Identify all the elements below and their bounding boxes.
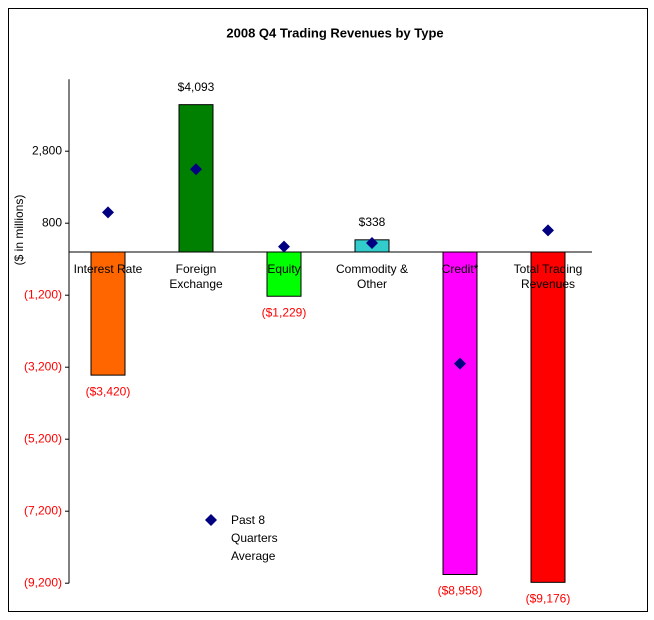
legend-marker (205, 514, 217, 526)
legend-label: Past 8 Quarters Average (231, 513, 278, 563)
y-tick-label: (7,200) (24, 503, 62, 517)
y-tick-label: 2,800 (32, 143, 62, 157)
average-marker (366, 237, 378, 249)
chart-title: 2008 Q4 Trading Revenues by Type (226, 25, 443, 40)
x-tick-label: Total Trading Revenues (513, 262, 583, 291)
y-tick-label: 800 (42, 215, 62, 229)
y-axis-title: ($ in millions) (12, 195, 26, 266)
average-marker (278, 240, 290, 253)
bar (442, 251, 478, 575)
bar (266, 251, 302, 297)
y-tick-label: (3,200) (24, 359, 62, 373)
bar (178, 104, 214, 253)
average-marker (454, 357, 466, 370)
average-marker (190, 163, 202, 176)
average-marker (542, 224, 554, 237)
x-tick-label: Equity (267, 262, 301, 276)
value-label: $4,093 (178, 80, 215, 94)
value-label: ($1,229) (262, 305, 307, 319)
value-label: ($3,420) (86, 384, 131, 398)
average-marker (102, 206, 114, 219)
value-label: ($9,176) (526, 592, 571, 606)
x-tick-label: Foreign Exchange (169, 262, 223, 291)
value-label: $338 (359, 215, 386, 229)
value-label: ($8,958) (438, 584, 483, 598)
x-tick-label: Interest Rate (73, 262, 143, 276)
bar (90, 251, 126, 376)
x-tick-label: Credit* (441, 262, 479, 276)
y-tick-label: (9,200) (24, 575, 62, 589)
x-tick-label: Commodity & Other (335, 262, 409, 291)
y-tick-label: (5,200) (24, 431, 62, 445)
y-tick-label: (1,200) (24, 287, 62, 301)
bar (530, 251, 566, 583)
